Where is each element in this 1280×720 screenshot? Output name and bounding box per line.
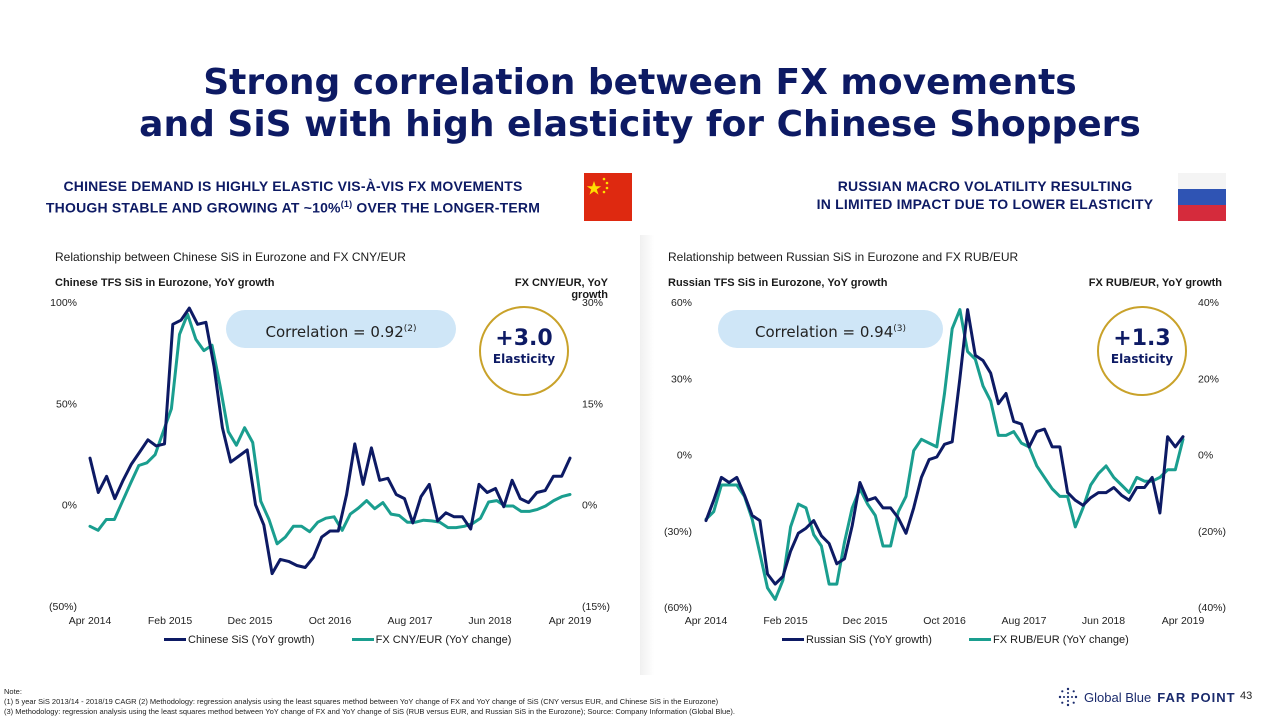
- right-legend: Russian SiS (YoY growth) FX RUB/EUR (YoY…: [782, 632, 1163, 646]
- left-y2-tick-label: 0%: [582, 500, 597, 512]
- right-y-tick-label: (60%): [664, 602, 692, 614]
- right-elasticity-badge: +1.3 Elasticity: [1097, 306, 1187, 396]
- right-chart-title: Relationship between Russian SiS in Euro…: [668, 250, 1019, 264]
- right-y2-tick-label: (40%): [1198, 602, 1226, 614]
- left-y2-tick-label: (15%): [582, 601, 610, 613]
- right-elasticity-value: +1.3: [1113, 326, 1171, 351]
- left-subtitle-line-1: CHINESE DEMAND IS HIGHLY ELASTIC VIS-À-V…: [63, 178, 523, 194]
- right-correlation-label: Correlation = 0.94: [755, 323, 894, 341]
- right-y-tick-label: 0%: [677, 450, 692, 462]
- right-y2-tick-label: 40%: [1198, 297, 1219, 309]
- page-number: 43: [1240, 690, 1253, 702]
- left-correlation-oval: Correlation = 0.92(2): [226, 310, 456, 348]
- right-x-tick-label: Oct 2016: [923, 615, 966, 627]
- right-fx-series-line: [704, 308, 1185, 601]
- right-legend-item-fx: FX RUB/EUR (YoY change): [969, 634, 1129, 646]
- right-x-tick-label: Jun 2018: [1082, 615, 1125, 627]
- right-legend-label-fx: FX RUB/EUR (YoY change): [993, 633, 1129, 646]
- footnote: Note: (1) 5 year SiS 2013/14 - 2018/19 C…: [4, 687, 1004, 717]
- right-y2-tick-label: (20%): [1198, 526, 1226, 538]
- right-y2-tick-label: 0%: [1198, 450, 1213, 462]
- left-y-tick-label: 100%: [50, 297, 77, 309]
- right-x-tick-label: Apr 2019: [1162, 615, 1205, 627]
- right-y-tick-label: 60%: [671, 297, 692, 309]
- left-legend-label-fx: FX CNY/EUR (YoY change): [375, 633, 512, 646]
- footnote-line-1: (1) 5 year SiS 2013/14 - 2018/19 CAGR (2…: [4, 697, 719, 706]
- global-blue-logo: Global Blue FAR POINT: [1058, 687, 1236, 707]
- page-title-line-1: Strong correlation between FX movements: [203, 62, 1077, 103]
- right-legend-swatch-fx: [969, 638, 992, 641]
- logo-product: FAR POINT: [1157, 689, 1236, 705]
- left-legend-item-fx: FX CNY/EUR (YoY change): [351, 633, 512, 646]
- right-y-tick-label: (30%): [664, 526, 692, 538]
- left-elasticity-label: Elasticity: [492, 352, 556, 366]
- left-legend-swatch-sis: [164, 638, 186, 641]
- left-x-tick-label: Feb 2015: [148, 615, 193, 627]
- left-legend-label-sis: Chinese SiS (YoY growth): [188, 633, 315, 646]
- china-flag-icon: [584, 173, 632, 221]
- right-legend-label-sis: Russian SiS (YoY growth): [806, 633, 932, 646]
- left-correlation-footnote-ref: (2): [403, 324, 417, 334]
- left-subtitle-line-2-post: OVER THE LONGER-TERM: [352, 199, 541, 216]
- right-x-tick-label: Dec 2015: [843, 615, 888, 627]
- right-y-tick-label: 30%: [671, 373, 692, 385]
- left-y2-tick-label: 30%: [582, 297, 603, 309]
- left-y-axis-title: Chinese TFS SiS in Eurozone, YoY growth: [55, 277, 275, 289]
- left-x-tick-label: Jun 2018: [468, 615, 511, 627]
- footnote-label: Note:: [4, 687, 22, 696]
- page-title-line-2: and SiS with high elasticity for Chinese…: [139, 104, 1141, 145]
- right-legend-swatch-sis: [782, 638, 804, 641]
- left-subtitle-line-2-pre: THOUGH STABLE AND GROWING AT ~10%: [45, 199, 341, 216]
- right-subtitle: RUSSIAN MACRO VOLATILITY RESULTING IN LI…: [790, 177, 1180, 213]
- left-elasticity-badge: +3.0 Elasticity: [479, 306, 569, 396]
- left-x-tick-label: Apr 2019: [549, 615, 592, 627]
- left-subtitle-line-2: THOUGH STABLE AND GROWING AT ~10%(1) OVE…: [18, 195, 568, 217]
- left-chart-title: Relationship between Chinese SiS in Euro…: [55, 250, 406, 264]
- left-legend-swatch-fx: [351, 638, 374, 641]
- left-y2-axis-title: FX CNY/EUR, YoY growth: [514, 277, 608, 301]
- right-x-tick-label: Apr 2014: [685, 615, 728, 627]
- left-subtitle-footnote-ref: (1): [340, 199, 353, 209]
- globe-dots-icon: [1058, 687, 1078, 707]
- left-x-tick-label: Apr 2014: [69, 615, 112, 627]
- left-sis-series-line: [88, 306, 572, 576]
- right-elasticity-label: Elasticity: [1110, 352, 1174, 366]
- right-y2-tick-label: 20%: [1198, 373, 1219, 385]
- russia-flag-icon: [1178, 173, 1226, 221]
- left-fx-series-line: [88, 312, 572, 546]
- left-x-tick-label: Dec 2015: [228, 615, 273, 627]
- left-legend-item-sis: Chinese SiS (YoY growth): [164, 634, 315, 646]
- left-y-tick-label: 50%: [56, 398, 77, 410]
- footnote-line-2: (3) Methodology: regression analysis usi…: [4, 707, 735, 716]
- panel-divider: [640, 235, 654, 675]
- left-subtitle: CHINESE DEMAND IS HIGHLY ELASTIC VIS-À-V…: [18, 177, 568, 217]
- left-elasticity-value: +3.0: [495, 326, 553, 351]
- right-y-axis-title: Russian TFS SiS in Eurozone, YoY growth: [668, 277, 888, 289]
- right-correlation-footnote-ref: (3): [893, 324, 906, 334]
- right-y2-axis-title: FX RUB/EUR, YoY growth: [1088, 277, 1222, 289]
- left-x-tick-label: Aug 2017: [388, 615, 433, 627]
- left-y2-tick-label: 15%: [582, 398, 603, 410]
- right-x-tick-label: Aug 2017: [1002, 615, 1047, 627]
- logo-brand: Global Blue: [1084, 689, 1152, 705]
- right-correlation-oval: Correlation = 0.94(3): [718, 310, 943, 348]
- right-legend-item-sis: Russian SiS (YoY growth): [782, 634, 932, 646]
- left-y-tick-label: (50%): [49, 601, 77, 613]
- right-x-tick-label: Feb 2015: [763, 615, 808, 627]
- right-subtitle-line-1: RUSSIAN MACRO VOLATILITY RESULTING: [837, 178, 1133, 194]
- left-x-tick-label: Oct 2016: [309, 615, 352, 627]
- left-correlation-label: Correlation = 0.92: [265, 323, 404, 341]
- right-subtitle-line-2: IN LIMITED IMPACT DUE TO LOWER ELASTICIT…: [816, 196, 1154, 212]
- left-y-tick-label: 0%: [62, 500, 77, 512]
- page-title: Strong correlation between FX movements …: [0, 62, 1280, 146]
- right-sis-series-line: [704, 308, 1185, 586]
- left-legend: Chinese SiS (YoY growth) FX CNY/EUR (YoY…: [164, 632, 545, 646]
